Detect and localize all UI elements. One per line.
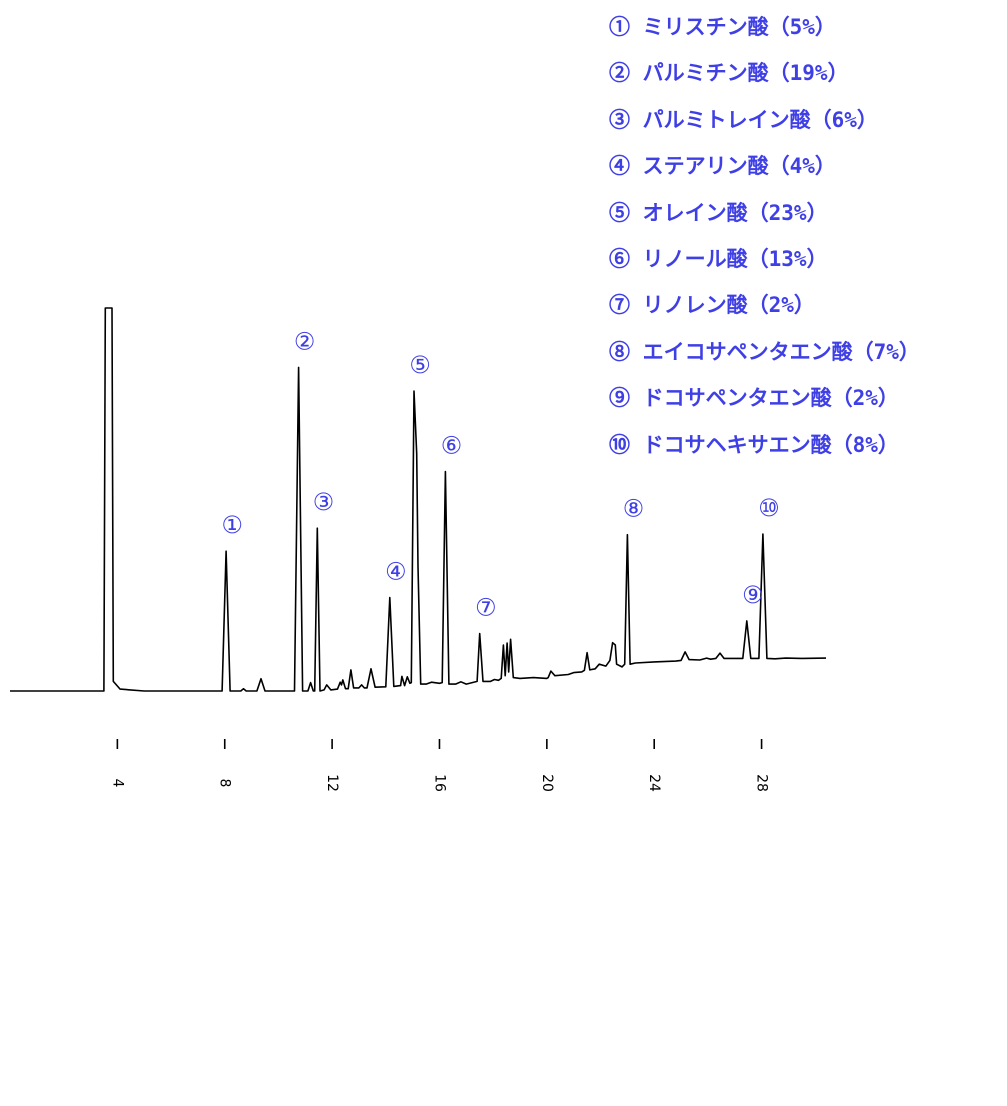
- x-tick-label-2: 8: [217, 779, 233, 788]
- trace-line-1: [10, 307, 827, 692]
- peak-label-1: ①: [221, 511, 243, 539]
- legend-item-8: ⑧ エイコサペンタエン酸（7%）: [609, 339, 920, 364]
- x-tick-label-3: 12: [324, 774, 340, 792]
- peak-label-9: ⑨: [742, 581, 764, 609]
- peak-label-2: ②: [294, 327, 316, 355]
- peak-label-8: ⑧: [623, 495, 645, 523]
- legend-item-6: ⑥ リノール酸（13%）: [609, 246, 828, 271]
- x-tick-label-7: 28: [754, 774, 770, 792]
- trace-group: [10, 307, 827, 692]
- legend-item-3: ③ パルミトレイン酸（6%）: [609, 107, 878, 132]
- peak-label-6: ⑥: [441, 432, 463, 460]
- peak-label-3: ③: [313, 488, 335, 516]
- legend-item-5: ⑤ オレイン酸（23%）: [609, 200, 828, 225]
- legend-item-1: ① ミリスチン酸（5%）: [609, 15, 836, 39]
- peak-label-5: ⑤: [409, 351, 431, 379]
- x-tick-label-1: 4: [109, 779, 125, 788]
- legend-item-9: ⑨ ドコサペンタエン酸（2%）: [609, 386, 899, 411]
- peak-label-7: ⑦: [475, 594, 497, 622]
- legend-item-7: ⑦ リノレン酸（2%）: [609, 293, 815, 318]
- x-axis: 4 8 12 16 20 24 28: [109, 739, 770, 792]
- x-tick-label-4: 16: [431, 774, 447, 792]
- legend-item-4: ④ ステアリン酸（4%）: [609, 154, 836, 179]
- peak-annotations: ① ② ③ ④ ⑤ ⑥ ⑦ ⑧ ⑨ ⑩: [221, 327, 779, 621]
- x-tick-label-5: 20: [539, 774, 555, 792]
- x-tick-label-6: 24: [646, 774, 662, 792]
- peak-label-4: ④: [385, 558, 407, 586]
- peak-label-10: ⑩: [758, 494, 780, 522]
- legend: ① ミリスチン酸（5%） ② パルミチン酸（19%） ③ パルミトレイン酸（6%…: [609, 4, 920, 468]
- legend-item-10: ⑩ ドコサヘキサエン酸（8%）: [609, 432, 899, 457]
- legend-item-2: ② パルミチン酸（19%）: [609, 61, 849, 86]
